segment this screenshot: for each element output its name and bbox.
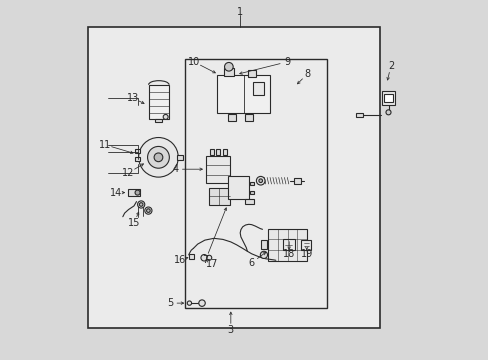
Text: 16: 16	[173, 255, 185, 265]
Bar	[227, 114, 236, 121]
Text: 14: 14	[109, 188, 122, 198]
Circle shape	[139, 138, 178, 177]
Bar	[283, 239, 294, 250]
Bar	[244, 114, 253, 121]
Bar	[155, 119, 162, 122]
Circle shape	[199, 300, 205, 306]
Bar	[88, 27, 379, 328]
Bar	[205, 156, 230, 183]
Text: 6: 6	[248, 258, 254, 268]
Circle shape	[135, 190, 140, 195]
Bar	[301, 240, 311, 250]
Bar	[217, 76, 270, 113]
Text: 10: 10	[187, 57, 200, 67]
Circle shape	[146, 209, 150, 212]
Bar	[268, 229, 306, 261]
Text: 19: 19	[300, 249, 312, 259]
Circle shape	[187, 301, 191, 305]
Bar	[222, 149, 226, 156]
Circle shape	[139, 203, 142, 206]
Bar	[177, 154, 183, 160]
Circle shape	[154, 153, 163, 162]
Circle shape	[201, 255, 207, 261]
Circle shape	[258, 179, 262, 183]
Text: 18: 18	[283, 249, 295, 259]
Bar	[249, 191, 254, 194]
Bar	[384, 94, 392, 102]
Bar	[260, 240, 266, 249]
Text: 5: 5	[166, 298, 173, 308]
Circle shape	[260, 251, 267, 258]
Bar	[216, 149, 220, 156]
Text: 8: 8	[304, 69, 310, 79]
Text: 1: 1	[236, 6, 243, 17]
Text: 15: 15	[127, 218, 140, 228]
Bar	[294, 178, 300, 184]
Bar	[381, 91, 394, 105]
Bar	[135, 157, 140, 161]
Bar	[128, 189, 140, 196]
Bar	[252, 82, 264, 95]
Bar	[209, 149, 213, 156]
Bar	[244, 199, 253, 204]
Text: 9: 9	[284, 57, 289, 67]
Circle shape	[224, 62, 233, 71]
Circle shape	[147, 147, 169, 168]
Text: 12: 12	[122, 168, 135, 178]
Circle shape	[163, 114, 168, 120]
Bar	[135, 149, 140, 153]
Text: 13: 13	[126, 93, 139, 103]
Circle shape	[144, 207, 152, 214]
Bar	[247, 70, 255, 77]
Bar	[355, 113, 363, 117]
Text: 17: 17	[205, 258, 218, 269]
Circle shape	[256, 176, 264, 185]
Bar	[227, 176, 248, 199]
Circle shape	[206, 255, 211, 260]
Text: 4: 4	[172, 164, 178, 174]
Text: 2: 2	[387, 60, 393, 71]
Circle shape	[137, 201, 144, 208]
Bar	[188, 253, 194, 259]
Text: 11: 11	[99, 140, 111, 150]
Circle shape	[385, 110, 390, 115]
Text: 7: 7	[202, 255, 208, 265]
Bar	[208, 188, 229, 205]
Bar	[185, 59, 326, 308]
Bar	[148, 85, 169, 119]
Bar	[249, 182, 254, 185]
Text: 3: 3	[227, 325, 233, 336]
Bar	[224, 68, 233, 76]
